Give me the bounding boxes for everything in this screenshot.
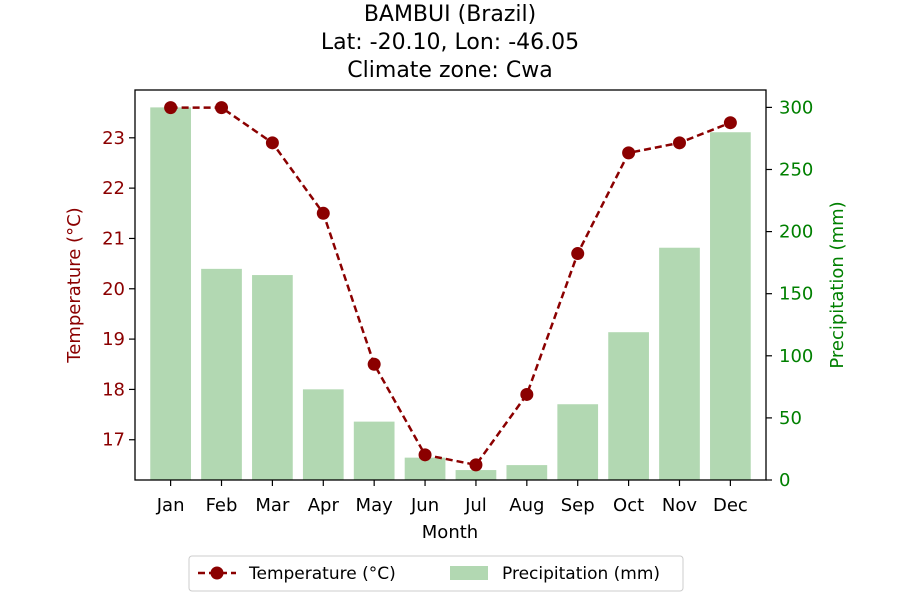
x-tick-label-dec: Dec xyxy=(713,495,748,516)
right-tick-label-200: 200 xyxy=(779,222,813,243)
precipitation-bars xyxy=(150,107,750,480)
right-tick-label-0: 0 xyxy=(779,470,790,491)
precipitation-bar-nov xyxy=(659,248,700,480)
left-y-axis-label: Temperature (°C) xyxy=(64,207,85,363)
right-tick-label-250: 250 xyxy=(779,159,813,180)
legend-precipitation-swatch xyxy=(450,566,488,580)
left-tick-label-17: 17 xyxy=(102,430,125,451)
temperature-point-feb xyxy=(215,101,228,114)
x-tick-label-nov: Nov xyxy=(662,495,697,516)
precipitation-bar-sep xyxy=(557,404,598,480)
right-y-axis: 0 50 100 150 200 250 300 xyxy=(766,97,813,491)
title-line-1: BAMBUI (Brazil) xyxy=(364,2,536,27)
temperature-point-apr xyxy=(317,207,330,220)
legend-temperature-marker xyxy=(211,567,224,580)
left-y-axis: 17 18 19 20 21 22 23 xyxy=(102,128,135,451)
title-line-3: Climate zone: Cwa xyxy=(347,58,552,83)
x-tick-label-aug: Aug xyxy=(509,495,544,516)
precipitation-bar-mar xyxy=(252,275,293,480)
x-tick-label-jun: Jun xyxy=(410,495,439,516)
precipitation-bar-dec xyxy=(710,132,751,480)
precipitation-bar-may xyxy=(354,422,395,480)
legend-temperature-label: Temperature (°C) xyxy=(248,564,396,584)
left-tick-label-19: 19 xyxy=(102,329,125,350)
precipitation-bar-feb xyxy=(201,269,242,480)
left-tick-label-22: 22 xyxy=(102,178,125,199)
temperature-line xyxy=(164,101,737,471)
title-line-2: Lat: -20.10, Lon: -46.05 xyxy=(321,30,579,55)
x-tick-label-feb: Feb xyxy=(206,495,238,516)
right-y-axis-label: Precipitation (mm) xyxy=(827,201,848,368)
temperature-point-jan xyxy=(164,101,177,114)
temperature-point-aug xyxy=(520,388,533,401)
temperature-point-may xyxy=(368,358,381,371)
x-axis-label: Month xyxy=(422,522,478,543)
temperature-point-jun xyxy=(419,448,432,461)
precipitation-bar-aug xyxy=(506,465,547,480)
temperature-point-dec xyxy=(724,116,737,129)
x-tick-label-oct: Oct xyxy=(613,495,644,516)
x-tick-label-jan: Jan xyxy=(156,495,185,516)
precipitation-bar-apr xyxy=(303,389,344,480)
x-tick-label-jul: Jul xyxy=(464,495,487,516)
x-tick-label-may: May xyxy=(356,495,394,516)
precipitation-bar-jul xyxy=(456,470,497,480)
legend: Temperature (°C) Precipitation (mm) xyxy=(189,556,683,591)
x-tick-label-sep: Sep xyxy=(561,495,595,516)
precipitation-bar-oct xyxy=(608,332,649,480)
x-axis: Jan Feb Mar Apr May Jun Jul Aug Sep Oct Nov Dec xyxy=(156,480,748,516)
x-tick-label-mar: Mar xyxy=(255,495,290,516)
right-tick-label-300: 300 xyxy=(779,97,813,118)
right-tick-label-100: 100 xyxy=(779,346,813,367)
temperature-point-oct xyxy=(622,146,635,159)
left-tick-label-20: 20 xyxy=(102,279,125,300)
left-tick-label-18: 18 xyxy=(102,379,125,400)
left-tick-label-23: 23 xyxy=(102,128,125,149)
legend-precipitation-label: Precipitation (mm) xyxy=(502,564,660,584)
temperature-point-jul xyxy=(469,458,482,471)
right-tick-label-50: 50 xyxy=(779,408,802,429)
right-tick-label-150: 150 xyxy=(779,284,813,305)
left-tick-label-21: 21 xyxy=(102,228,125,249)
temperature-point-nov xyxy=(673,136,686,149)
x-tick-label-apr: Apr xyxy=(308,495,340,516)
temperature-point-mar xyxy=(266,136,279,149)
precipitation-bar-jan xyxy=(150,107,191,480)
temperature-point-sep xyxy=(571,247,584,260)
chart-title: BAMBUI (Brazil) Lat: -20.10, Lon: -46.05… xyxy=(321,2,579,83)
